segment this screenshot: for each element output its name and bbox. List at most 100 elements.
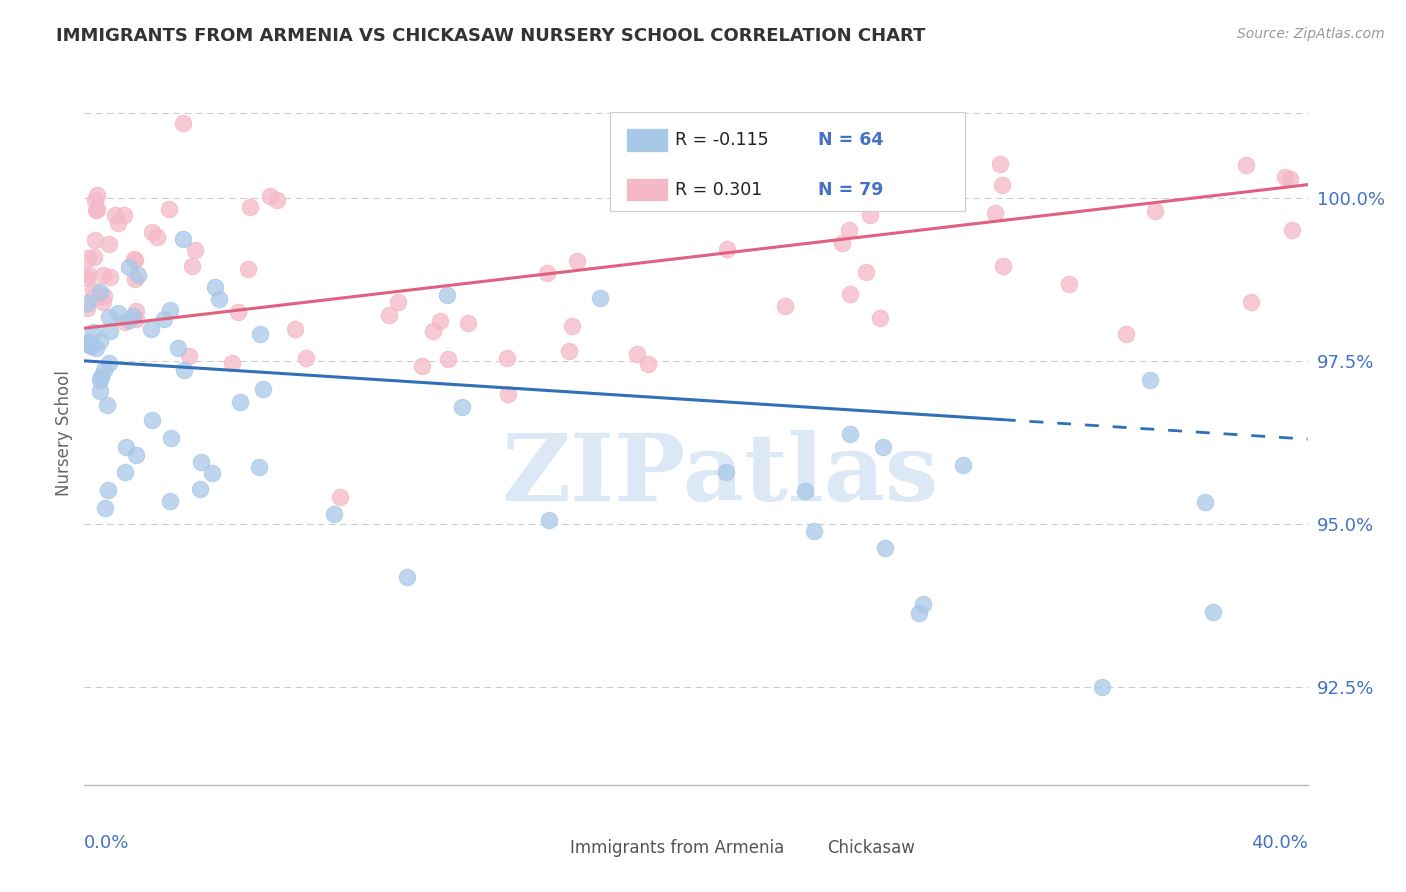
Point (91, 268, 114, 282)
Point (114, 315, 136, 329)
Point (565, 253, 588, 268)
Point (839, 287, 862, 301)
Point (266, 193, 288, 207)
Point (124, 272, 146, 286)
Point (173, 363, 195, 377)
Point (1236, 158, 1258, 172)
Point (94, 501, 117, 516)
Point (226, 305, 249, 319)
Point (84, 233, 107, 247)
Point (793, 483, 815, 498)
Point (908, 607, 931, 621)
Point (208, 292, 231, 306)
Point (114, 465, 136, 479)
Point (236, 261, 259, 276)
Point (139, 321, 162, 335)
Point (84, 202, 107, 217)
Text: 0.0%: 0.0% (84, 834, 129, 852)
Point (97, 483, 120, 497)
Point (141, 225, 163, 239)
Point (855, 265, 877, 279)
Point (172, 116, 194, 130)
Point (76, 301, 98, 315)
FancyBboxPatch shape (516, 837, 564, 861)
Point (122, 252, 145, 267)
Point (1057, 277, 1080, 292)
Point (252, 383, 274, 397)
Point (76, 296, 98, 310)
Point (127, 268, 149, 282)
Point (157, 202, 180, 217)
Point (239, 200, 262, 214)
Point (872, 440, 894, 454)
Point (229, 395, 252, 409)
Point (93, 289, 115, 303)
Point (869, 310, 891, 325)
Point (221, 356, 243, 370)
Text: 40.0%: 40.0% (1251, 834, 1308, 852)
Point (249, 326, 271, 341)
Point (984, 205, 1007, 219)
Point (911, 597, 934, 611)
Point (294, 351, 316, 366)
Point (82, 283, 104, 297)
Point (259, 189, 281, 203)
Point (838, 223, 860, 237)
Point (190, 455, 212, 469)
Point (1274, 170, 1296, 185)
Point (284, 321, 307, 335)
FancyBboxPatch shape (626, 178, 668, 202)
Point (89, 373, 111, 387)
Text: ZIPatlas: ZIPatlas (502, 430, 939, 520)
Point (98, 236, 121, 251)
Point (322, 507, 344, 521)
Point (82, 325, 104, 339)
Point (839, 427, 862, 442)
Point (179, 349, 201, 363)
Point (429, 314, 451, 328)
Point (98, 356, 121, 370)
Point (114, 441, 136, 455)
Point (125, 448, 148, 462)
Point (328, 490, 350, 504)
Point (831, 236, 853, 251)
Point (83, 289, 105, 303)
Point (160, 431, 183, 445)
Point (626, 347, 648, 361)
Point (859, 208, 882, 222)
Point (98, 270, 121, 285)
Point (561, 319, 583, 334)
Point (496, 351, 519, 366)
Point (122, 309, 145, 323)
Text: Immigrants from Armenia: Immigrants from Armenia (569, 839, 785, 857)
Point (993, 260, 1015, 274)
Point (707, 134, 730, 148)
FancyBboxPatch shape (626, 128, 668, 153)
Point (1202, 605, 1225, 619)
Point (589, 291, 612, 305)
Point (991, 178, 1014, 192)
Point (437, 352, 460, 367)
Point (536, 266, 558, 280)
Point (716, 466, 738, 480)
Point (247, 460, 270, 475)
Point (1139, 373, 1161, 387)
Point (146, 229, 169, 244)
Point (201, 466, 224, 480)
Point (1194, 494, 1216, 508)
Point (98, 324, 121, 338)
Point (76, 271, 98, 285)
Point (89, 334, 111, 348)
Point (184, 243, 207, 257)
Point (112, 209, 135, 223)
Point (159, 493, 181, 508)
Point (172, 231, 194, 245)
Point (125, 304, 148, 318)
Point (118, 313, 141, 327)
Point (496, 387, 519, 401)
FancyBboxPatch shape (610, 112, 965, 211)
Point (952, 458, 974, 473)
Point (1115, 327, 1137, 342)
Point (457, 316, 479, 330)
Point (86, 188, 108, 202)
